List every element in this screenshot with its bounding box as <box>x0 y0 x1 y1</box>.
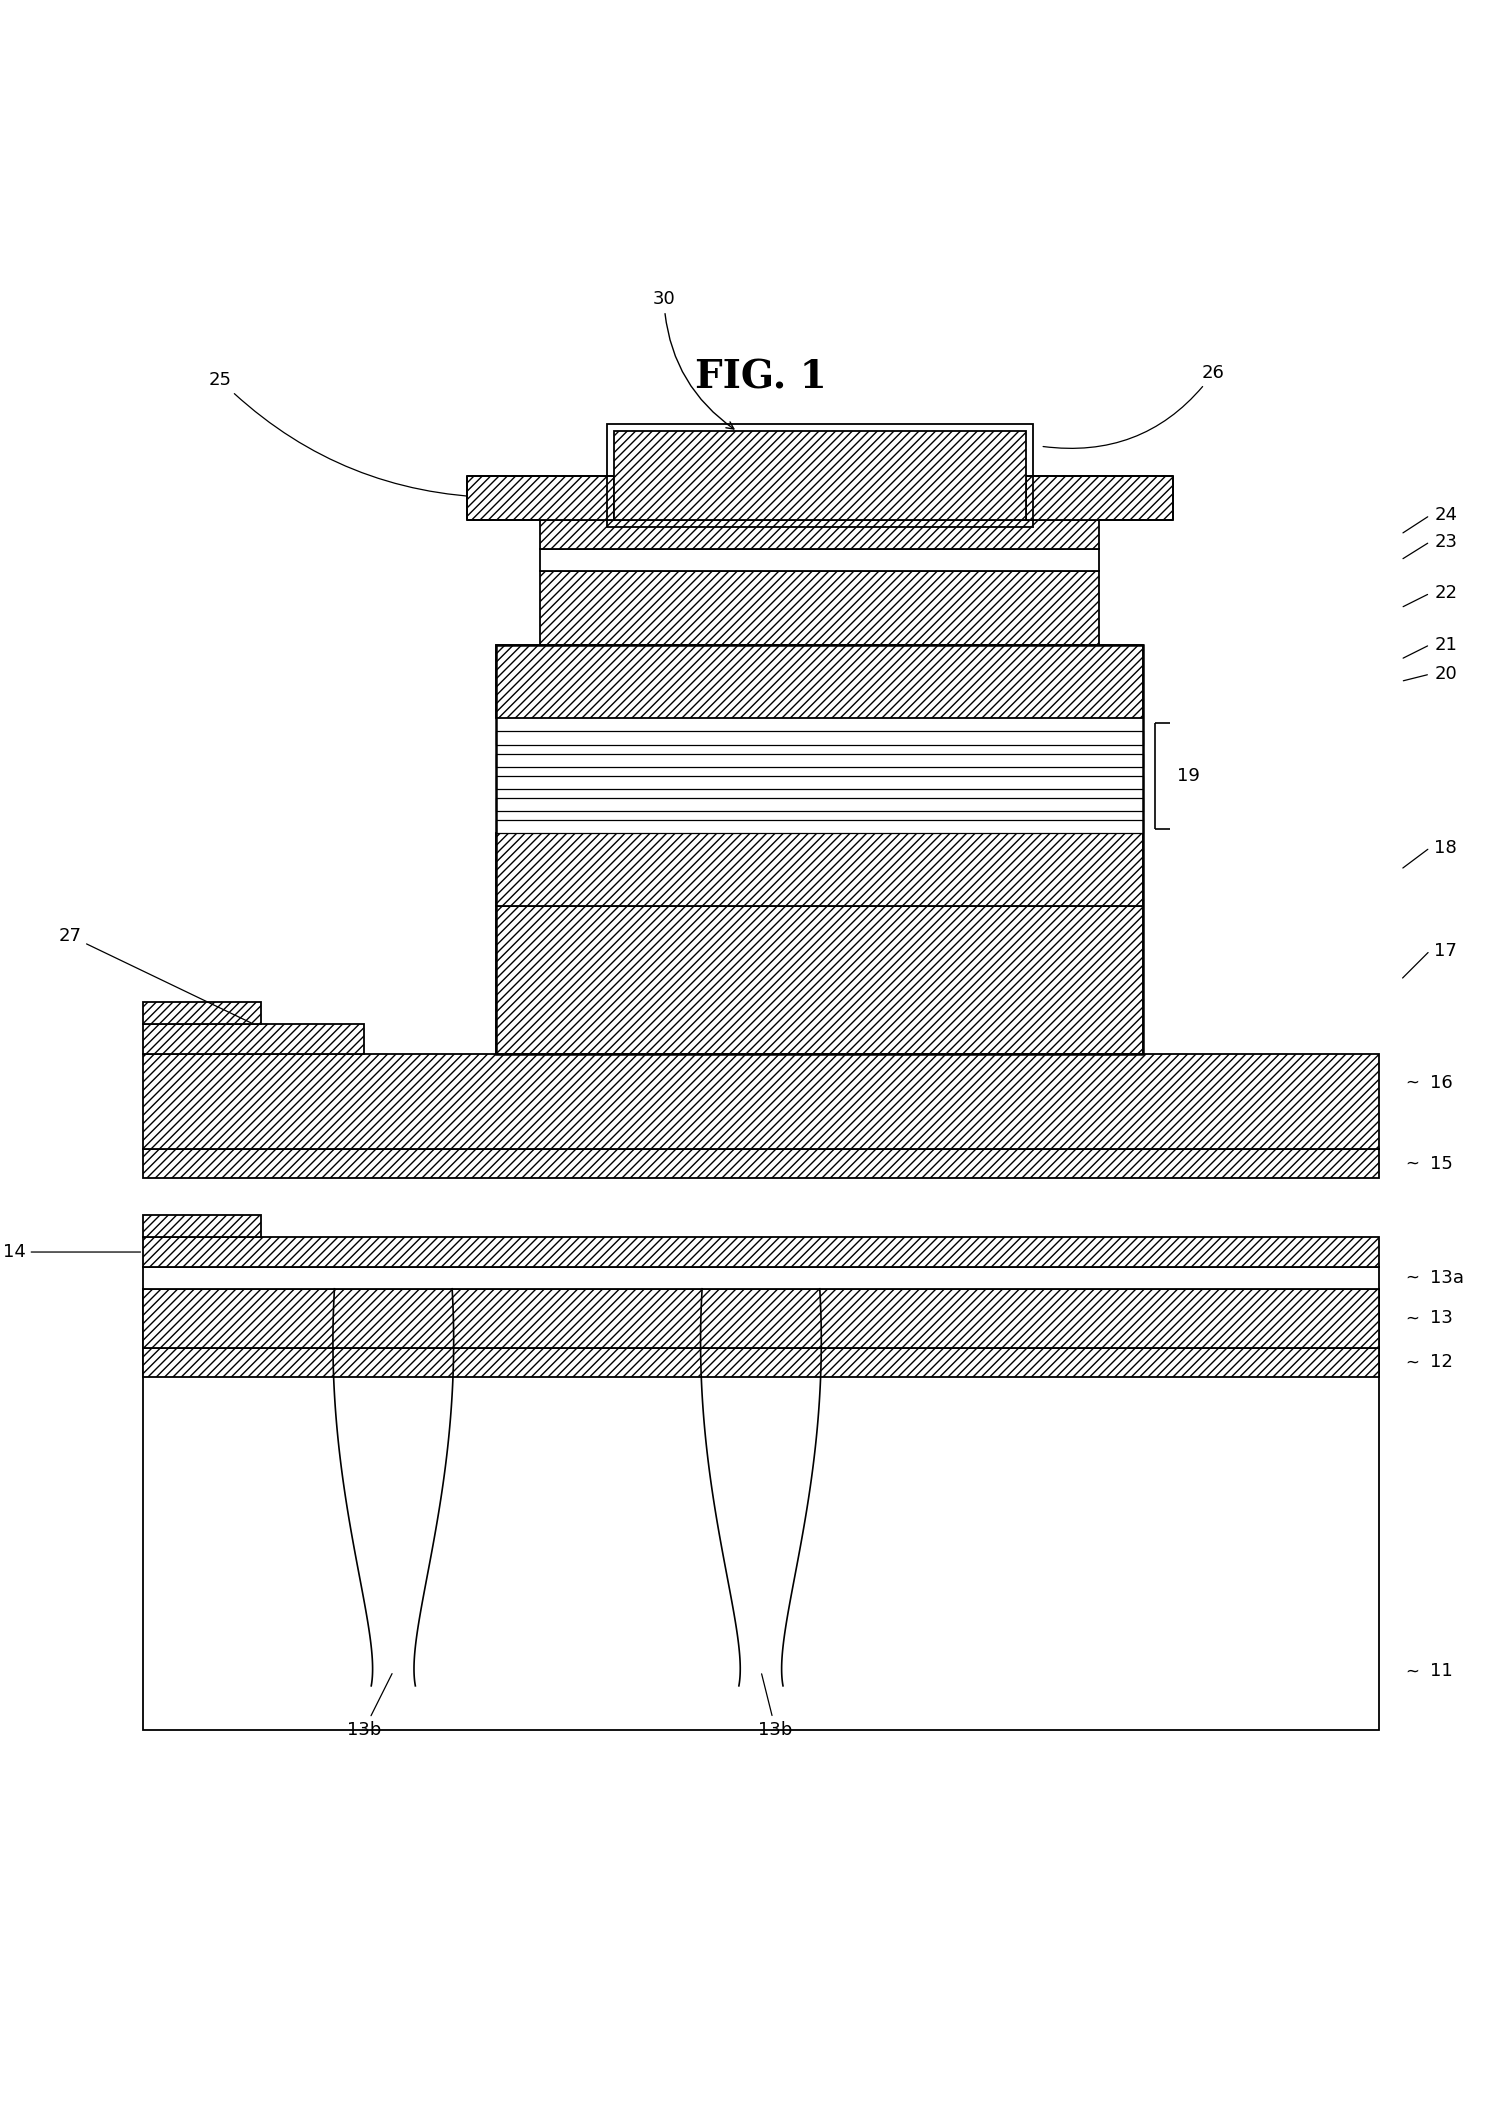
Bar <box>496 799 1144 811</box>
Text: 15: 15 <box>1430 1155 1453 1174</box>
Text: 19: 19 <box>1177 767 1201 784</box>
Text: 26: 26 <box>1043 365 1225 449</box>
Text: 18: 18 <box>1435 839 1457 858</box>
Text: 11: 11 <box>1430 1662 1453 1679</box>
Text: 20: 20 <box>1435 666 1457 683</box>
Bar <box>144 1289 1379 1348</box>
Bar <box>496 775 1144 788</box>
Text: FIG. 1: FIG. 1 <box>696 358 827 396</box>
Bar <box>144 1237 1379 1266</box>
Bar <box>466 476 615 520</box>
Bar <box>144 1289 1379 1730</box>
Bar <box>144 1003 261 1024</box>
Bar <box>496 820 1144 832</box>
Text: 16: 16 <box>1430 1075 1453 1091</box>
Text: 25: 25 <box>208 371 493 497</box>
Text: 14: 14 <box>3 1243 141 1260</box>
Text: 13b: 13b <box>346 1673 393 1738</box>
Text: ~: ~ <box>1405 1662 1420 1679</box>
Bar <box>496 906 1144 1054</box>
Bar <box>607 424 1033 527</box>
Text: ~: ~ <box>1405 1075 1420 1091</box>
Bar <box>144 1216 261 1237</box>
Bar <box>144 1266 1379 1289</box>
Bar <box>144 1054 1379 1148</box>
Bar <box>496 731 1144 744</box>
Text: ~: ~ <box>1405 1308 1420 1327</box>
Text: 22: 22 <box>1435 584 1457 603</box>
Bar <box>540 571 1099 645</box>
Text: ~: ~ <box>1405 1353 1420 1372</box>
Text: ~: ~ <box>1405 1155 1420 1174</box>
Bar <box>1025 476 1172 520</box>
Bar <box>496 832 1144 906</box>
Bar <box>496 754 1144 767</box>
Text: 13a: 13a <box>1430 1268 1465 1287</box>
Bar <box>615 432 1025 520</box>
Bar <box>144 1348 1379 1378</box>
Text: ~: ~ <box>1405 1268 1420 1287</box>
Text: 30: 30 <box>652 291 735 430</box>
Bar <box>496 645 1144 718</box>
Text: 21: 21 <box>1435 636 1457 653</box>
Text: 17: 17 <box>1435 942 1457 959</box>
Bar <box>144 1148 1379 1178</box>
Bar <box>496 645 1144 1054</box>
Bar <box>540 520 1099 550</box>
Text: 24: 24 <box>1435 506 1457 525</box>
Bar <box>540 550 1099 571</box>
Text: 27: 27 <box>58 927 252 1022</box>
Text: 13: 13 <box>1430 1308 1453 1327</box>
Text: 13b: 13b <box>758 1673 793 1738</box>
Bar <box>144 1024 364 1054</box>
Text: 23: 23 <box>1435 533 1457 550</box>
Text: 12: 12 <box>1430 1353 1453 1372</box>
